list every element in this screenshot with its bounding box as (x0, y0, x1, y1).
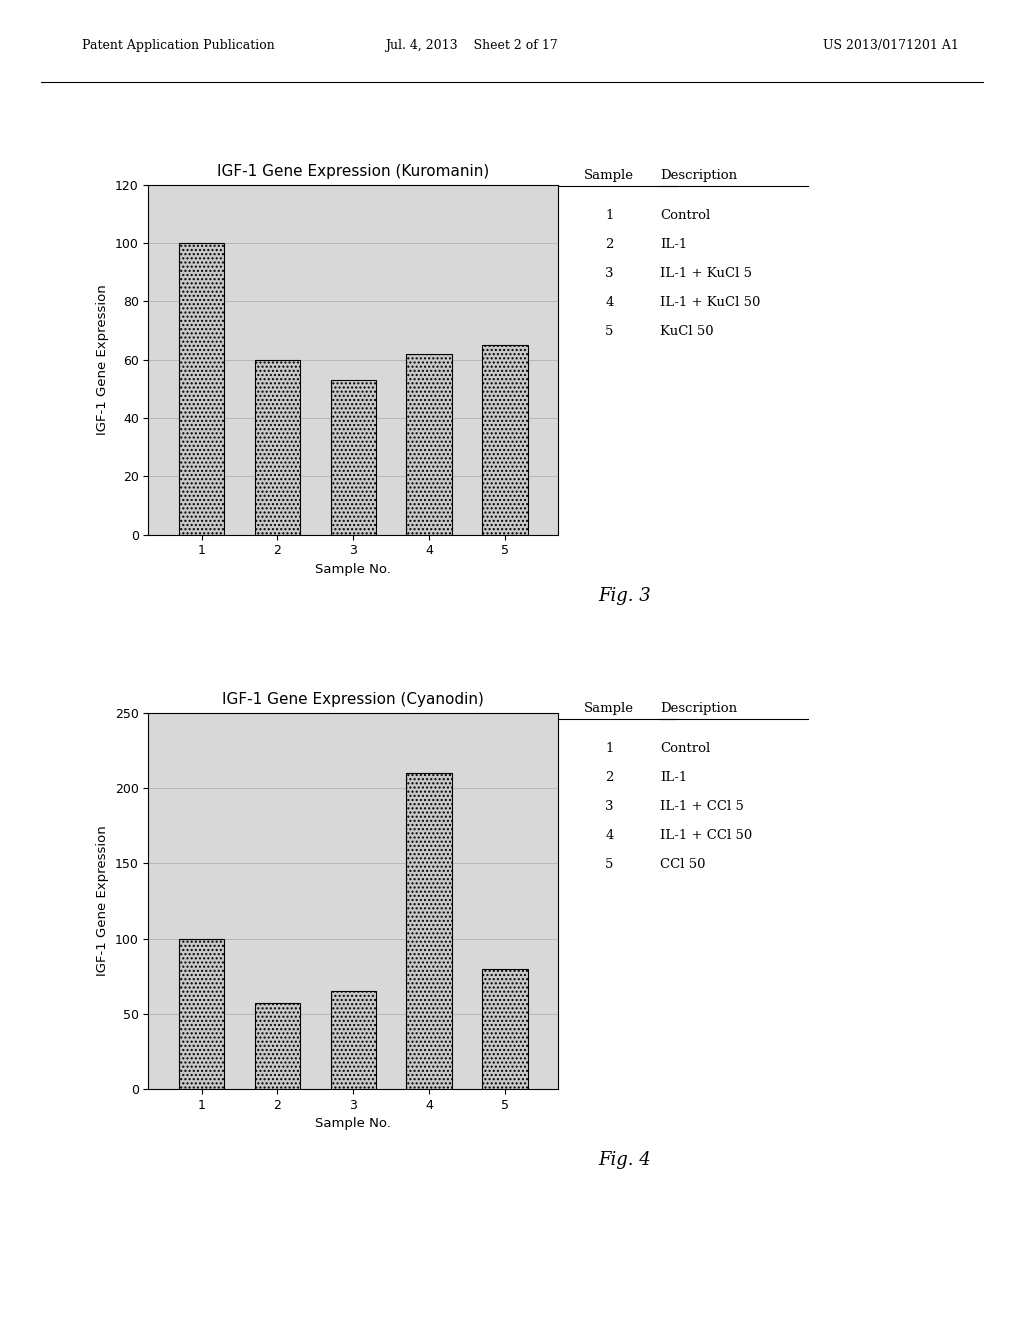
Text: Description: Description (660, 169, 737, 182)
Text: Sample: Sample (585, 702, 634, 715)
Title: IGF-1 Gene Expression (Cyanodin): IGF-1 Gene Expression (Cyanodin) (222, 693, 484, 708)
Bar (255, 1003, 300, 1089)
Bar (482, 345, 527, 535)
Bar (407, 354, 452, 535)
Bar (255, 360, 300, 535)
Text: IL-1 + KuCl 5: IL-1 + KuCl 5 (660, 267, 753, 280)
Bar (482, 969, 527, 1089)
Text: 3: 3 (605, 267, 613, 280)
X-axis label: Sample No.: Sample No. (315, 1117, 391, 1130)
Bar (179, 243, 224, 535)
Text: IL-1 + CCl 5: IL-1 + CCl 5 (660, 800, 744, 813)
Text: CCl 50: CCl 50 (660, 858, 706, 871)
Text: IL-1: IL-1 (660, 238, 688, 251)
Text: IL-1 + CCl 50: IL-1 + CCl 50 (660, 829, 753, 842)
Text: US 2013/0171201 A1: US 2013/0171201 A1 (823, 40, 958, 53)
Text: 5: 5 (605, 325, 613, 338)
Bar (331, 380, 376, 535)
Bar (331, 991, 376, 1089)
Bar (407, 774, 452, 1089)
Text: 4: 4 (605, 829, 613, 842)
Text: Control: Control (660, 742, 711, 755)
Text: Control: Control (660, 209, 711, 222)
Text: Patent Application Publication: Patent Application Publication (82, 40, 274, 53)
Title: IGF-1 Gene Expression (Kuromanin): IGF-1 Gene Expression (Kuromanin) (217, 165, 489, 180)
Text: 2: 2 (605, 238, 613, 251)
Y-axis label: IGF-1 Gene Expression: IGF-1 Gene Expression (96, 284, 110, 436)
Text: 3: 3 (605, 800, 613, 813)
Text: 1: 1 (605, 742, 613, 755)
Text: 4: 4 (605, 296, 613, 309)
Bar (179, 939, 224, 1089)
Text: Fig. 4: Fig. 4 (598, 1151, 651, 1170)
Y-axis label: IGF-1 Gene Expression: IGF-1 Gene Expression (96, 825, 110, 977)
Text: 5: 5 (605, 858, 613, 871)
Text: Description: Description (660, 702, 737, 715)
Text: IL-1: IL-1 (660, 771, 688, 784)
Text: Jul. 4, 2013    Sheet 2 of 17: Jul. 4, 2013 Sheet 2 of 17 (385, 40, 557, 53)
Text: IL-1 + KuCl 50: IL-1 + KuCl 50 (660, 296, 761, 309)
Text: 2: 2 (605, 771, 613, 784)
Text: Sample: Sample (585, 169, 634, 182)
X-axis label: Sample No.: Sample No. (315, 562, 391, 576)
Text: KuCl 50: KuCl 50 (660, 325, 714, 338)
Text: Fig. 3: Fig. 3 (598, 587, 651, 606)
Text: 1: 1 (605, 209, 613, 222)
